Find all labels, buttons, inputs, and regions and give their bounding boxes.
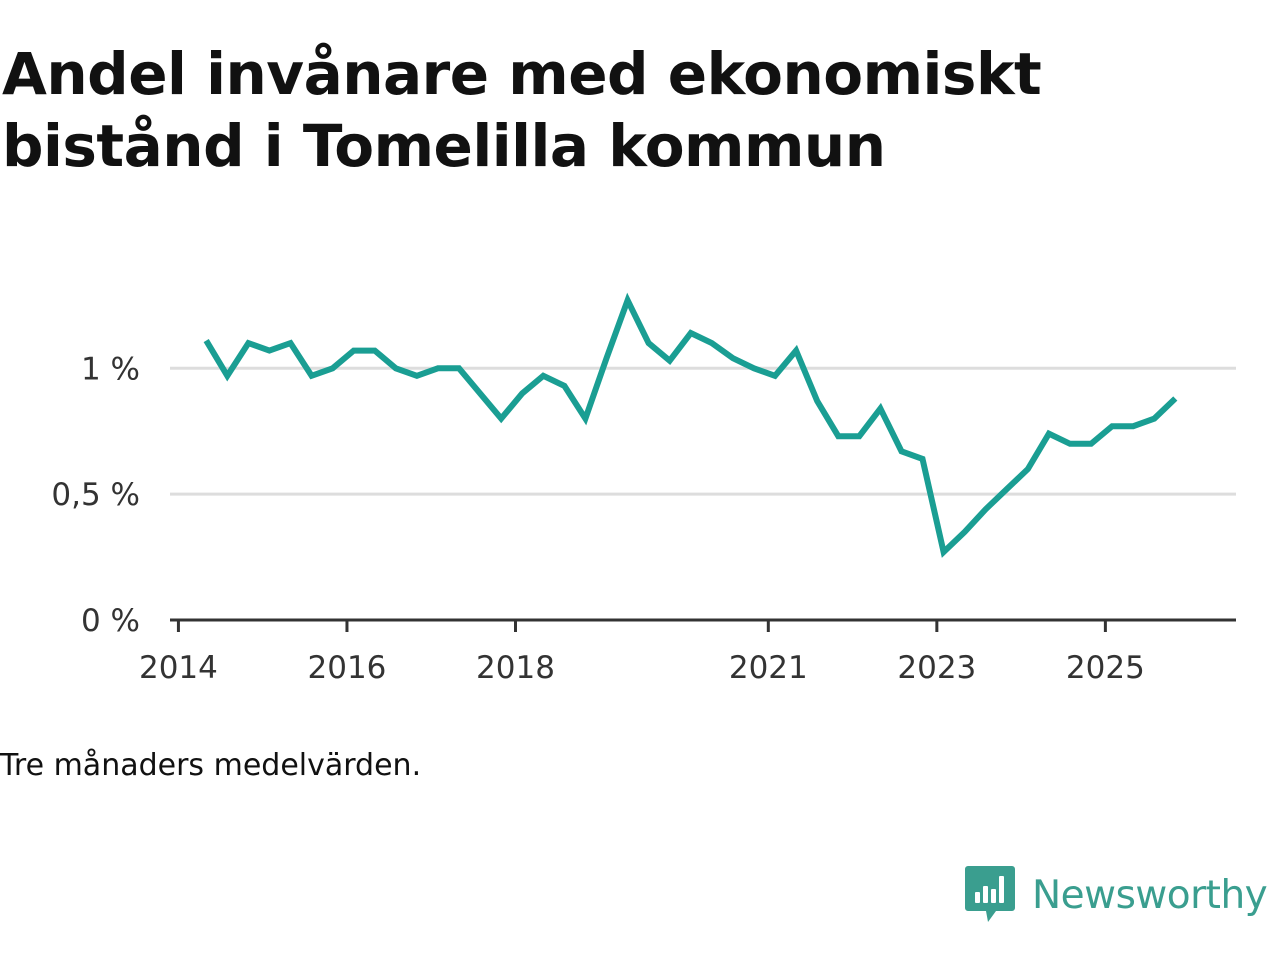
series-line [203,292,1178,558]
x-tick-label: 2023 [897,650,976,686]
chart-title: Andel invånare med ekonomiskt bistånd i … [2,40,1042,180]
brand-logo: Newsworthy [964,862,1268,928]
series-layer [203,292,1178,558]
x-axis-ticks: 2014 2016 2018 2021 2023 2025 [139,620,1145,686]
x-tick-label: 2014 [139,650,218,686]
y-tick-label: 0,5 % [51,477,140,513]
newsworthy-logo-icon [965,866,1015,922]
gridlines [170,366,1236,496]
y-tick-label: 0 % [81,603,140,639]
brand-name: Newsworthy [1032,872,1268,918]
x-tick-label: 2025 [1066,650,1145,686]
y-tick-label: 1 % [81,351,140,387]
x-tick-label: 2016 [308,650,387,686]
chart-caption: Tre månaders medelvärden. [0,748,422,783]
x-tick-label: 2021 [729,650,808,686]
y-axis-tick-labels: 0 % 0,5 % 1 % [51,351,140,639]
x-tick-label: 2018 [476,650,555,686]
